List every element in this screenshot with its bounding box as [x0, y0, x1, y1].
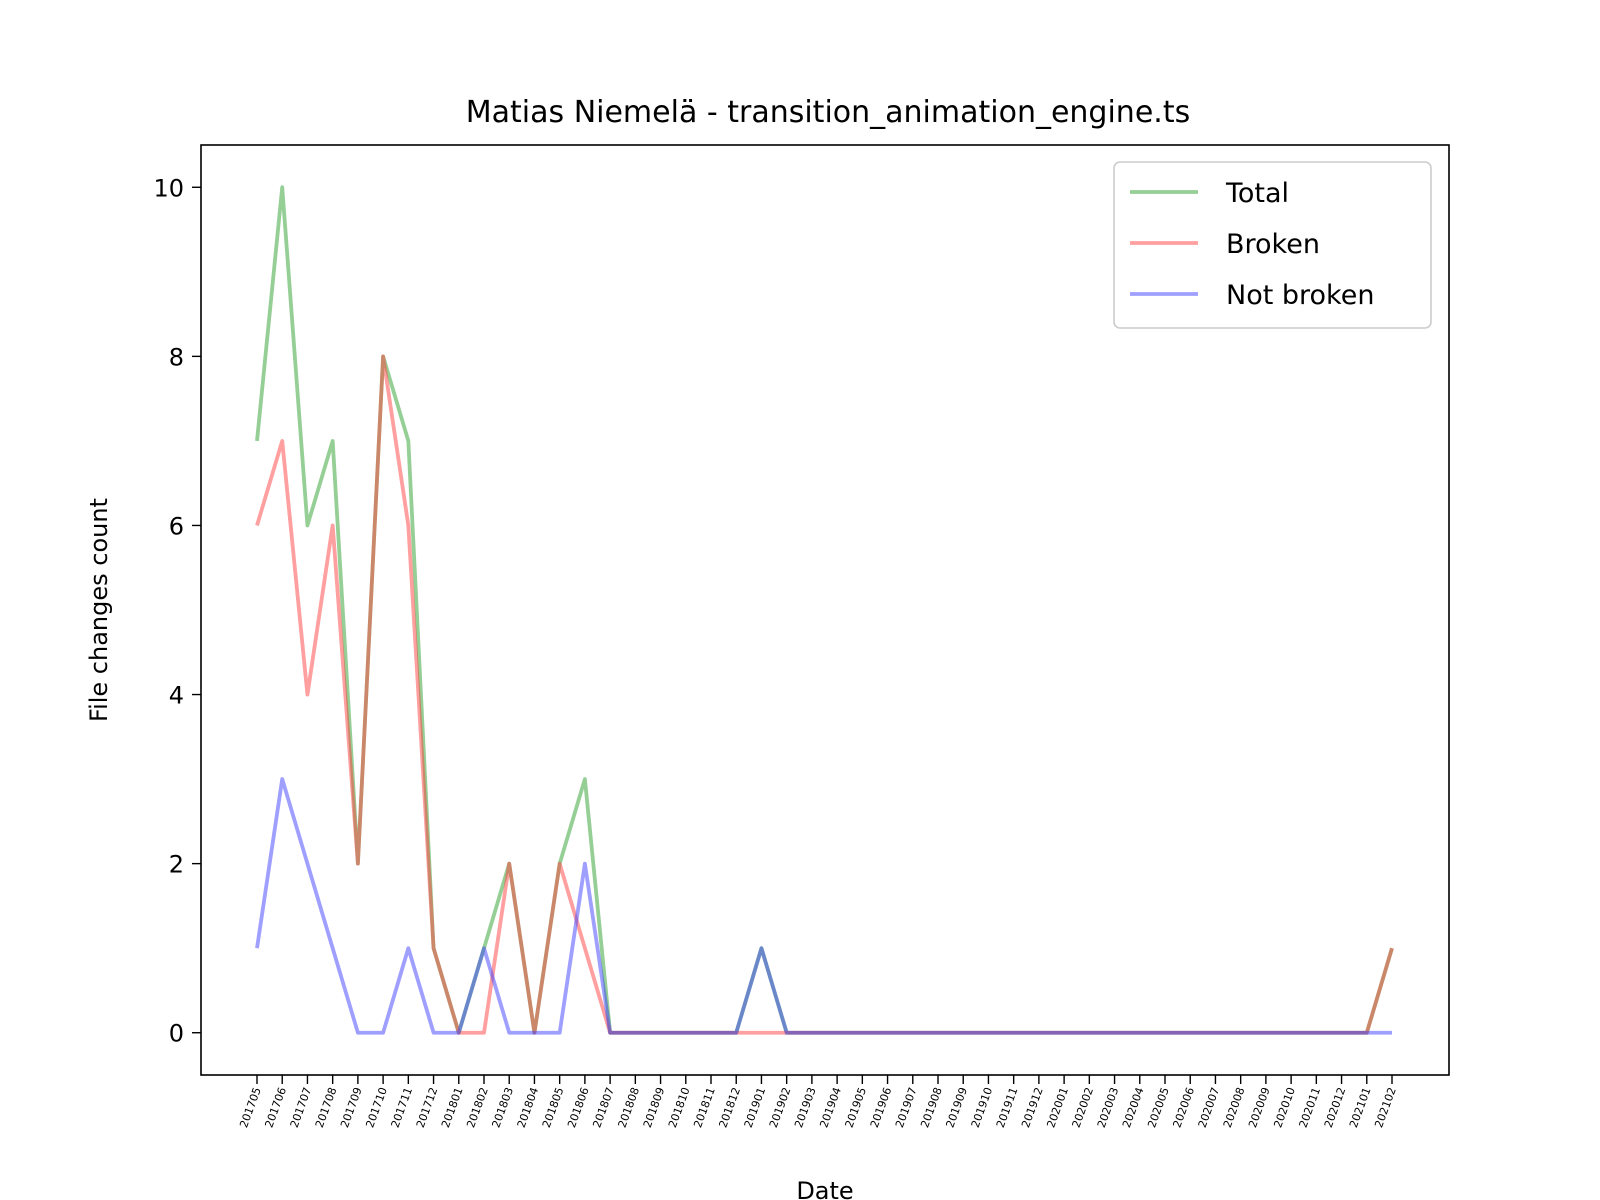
legend-label: Broken	[1226, 229, 1320, 260]
x-tick-label: 202003	[1095, 1086, 1122, 1130]
x-tick-label: 201705	[237, 1086, 264, 1130]
x-tick-label: 201707	[288, 1086, 315, 1130]
x-tick-label: 201804	[515, 1086, 542, 1130]
x-tick-label: 202102	[1372, 1086, 1399, 1130]
legend: Total Broken Not broken	[1113, 161, 1432, 329]
x-tick-label: 202008	[1221, 1086, 1248, 1130]
x-tick-label: 201710	[363, 1086, 390, 1130]
y-tick-label: 8	[169, 343, 184, 371]
x-tick-label: 201910	[969, 1086, 996, 1130]
x-tick-label: 201802	[464, 1086, 491, 1130]
x-tick-label: 201909	[943, 1086, 970, 1130]
x-tick-label: 202006	[1170, 1086, 1197, 1130]
legend-label: Not broken	[1226, 280, 1374, 311]
y-tick-label: 0	[169, 1020, 184, 1048]
x-tick-label: 201805	[540, 1086, 567, 1130]
x-tick-label: 201905	[843, 1086, 870, 1130]
legend-frame	[1113, 161, 1432, 329]
x-tick-label: 201711	[389, 1086, 416, 1130]
x-tick-label: 201912	[1019, 1086, 1046, 1130]
x-tick-label: 201908	[918, 1086, 945, 1130]
y-tick-label: 4	[169, 682, 184, 710]
x-tick-label: 201812	[716, 1086, 743, 1130]
legend-label: Total	[1225, 178, 1289, 209]
plot-area-frame	[200, 144, 1450, 1076]
x-tick-label: 201808	[616, 1086, 643, 1130]
x-tick-label: 202101	[1347, 1086, 1374, 1130]
x-tick-label: 202002	[1070, 1086, 1097, 1130]
series-line-not-broken	[255, 777, 1392, 1035]
x-tick-label: 202005	[1145, 1086, 1172, 1130]
x-tick-label: 201708	[313, 1086, 340, 1130]
x-tick-label: 202012	[1322, 1086, 1349, 1130]
x-axis: 2017052017062017072017082017092017102017…	[237, 1075, 1399, 1129]
x-tick-label: 202004	[1120, 1086, 1147, 1130]
y-tick-label: 2	[169, 851, 184, 879]
y-tick-label: 6	[169, 512, 184, 540]
x-tick-label: 201902	[767, 1086, 794, 1130]
x-tick-label: 202011	[1297, 1086, 1324, 1130]
x-tick-label: 201911	[994, 1086, 1021, 1130]
x-tick-label: 201801	[439, 1086, 466, 1130]
x-axis-label: Date	[796, 1177, 853, 1200]
y-axis: 0 2 4 6 8 10	[153, 174, 201, 1048]
x-tick-label: 201810	[666, 1086, 693, 1130]
x-tick-label: 202009	[1246, 1086, 1273, 1130]
y-tick-label: 10	[153, 174, 184, 202]
x-tick-label: 201903	[792, 1086, 819, 1130]
x-tick-label: 201807	[590, 1086, 617, 1130]
x-tick-label: 202007	[1196, 1086, 1223, 1130]
x-tick-label: 201803	[489, 1086, 516, 1130]
x-tick-label: 201706	[262, 1086, 289, 1130]
y-axis-label: File changes count	[85, 498, 113, 722]
x-tick-label: 202010	[1271, 1086, 1298, 1130]
x-tick-label: 201907	[893, 1086, 920, 1130]
x-tick-label: 201906	[868, 1086, 895, 1130]
x-tick-label: 201809	[641, 1086, 668, 1130]
x-tick-label: 202001	[1044, 1086, 1071, 1130]
x-tick-label: 201904	[817, 1086, 844, 1130]
x-tick-label: 201709	[338, 1086, 365, 1130]
x-tick-label: 201806	[565, 1086, 592, 1130]
series-line-broken	[255, 354, 1394, 1035]
x-tick-label: 201811	[691, 1086, 718, 1130]
chart-title: Matias Niemelä - transition_animation_en…	[466, 95, 1190, 130]
x-tick-label: 201901	[742, 1086, 769, 1130]
x-tick-label: 201712	[414, 1086, 441, 1130]
series-layer	[255, 185, 1394, 1035]
